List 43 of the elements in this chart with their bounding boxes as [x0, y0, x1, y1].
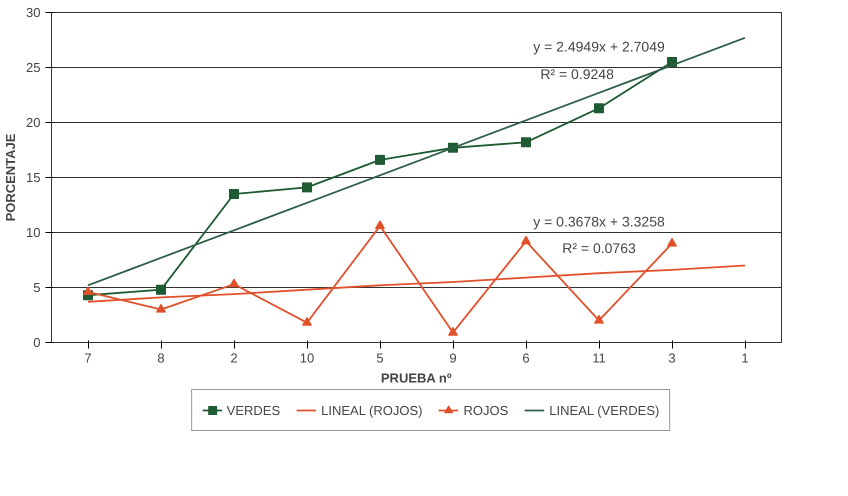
annotation: R² = 0.0763	[562, 240, 636, 256]
point	[83, 286, 93, 295]
legend-label: LINEAL (ROJOS)	[321, 402, 422, 418]
point	[375, 154, 385, 165]
x-axis-title: PRUEBA nº	[380, 370, 452, 386]
x-tick-label: 10	[300, 350, 314, 366]
point	[375, 220, 385, 229]
point	[594, 103, 604, 114]
legend-label: ROJOS	[463, 402, 508, 418]
x-tick-label: 7	[84, 350, 92, 366]
x-tick-label: 3	[668, 350, 676, 366]
y-axis-title: PORCENTAJE	[3, 133, 18, 222]
point	[521, 236, 531, 244]
point	[594, 314, 604, 324]
line-series	[87, 36, 746, 286]
legend-label: VERDES	[226, 402, 280, 418]
x-tick-label: 1	[741, 350, 749, 366]
x-tick-label: 9	[449, 350, 457, 366]
y-tick-label: 10	[26, 225, 41, 240]
point	[156, 284, 166, 295]
point	[302, 182, 312, 192]
point	[448, 326, 458, 336]
y-tick-label: 25	[26, 60, 41, 75]
point	[521, 137, 531, 148]
x-tick-label: 8	[157, 350, 165, 366]
y-tick-label: 5	[33, 280, 41, 295]
annotation: R² = 0.9248	[540, 66, 614, 82]
x-tick-label: 2	[230, 350, 238, 366]
annotation: y = 0.3678x + 3.3258	[533, 214, 665, 230]
x-tick-label: 5	[376, 350, 384, 366]
annotation: y = 2.4949x + 2.7049	[533, 38, 665, 55]
point	[229, 278, 239, 288]
legend-label: LINEAL (VERDES)	[549, 402, 660, 418]
point	[667, 238, 677, 247]
y-tick-label: 20	[26, 115, 41, 130]
x-tick-label: 6	[522, 350, 530, 366]
y-tick-label: 0	[33, 335, 41, 350]
y-tick-label: 30	[26, 5, 41, 20]
point	[302, 317, 312, 326]
x-tick-label: 11	[592, 350, 606, 366]
point	[229, 189, 239, 199]
y-tick-label: 15	[26, 170, 41, 185]
point	[156, 304, 166, 313]
